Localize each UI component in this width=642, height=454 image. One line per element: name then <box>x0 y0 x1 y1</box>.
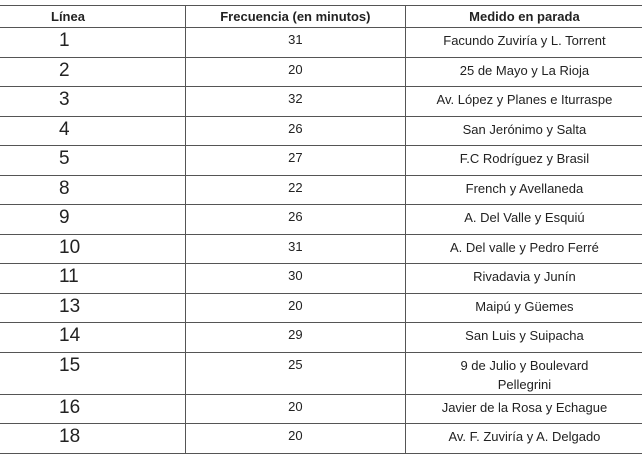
header-parada: Medido en parada <box>404 5 642 28</box>
stop-cell: A. Del valle y Pedro Ferré <box>404 233 642 264</box>
stop-cell: Facundo Zuviría y L. Torrent <box>404 27 642 58</box>
line-number-cell: 9 <box>0 204 186 235</box>
line-number-cell: 15 <box>0 351 186 395</box>
table-row: 4 26 San Jerónimo y Salta <box>0 115 642 146</box>
stop-cell: San Jerónimo y Salta <box>404 115 642 146</box>
line-number-cell: 4 <box>0 115 186 146</box>
line-number-cell: 5 <box>0 145 186 176</box>
table-row: 3 32 Av. López y Planes e Iturraspe <box>0 86 642 117</box>
line-number-cell: 1 <box>0 27 186 58</box>
frequency-cell: 20 <box>184 56 406 87</box>
header-linea: Línea <box>0 5 186 28</box>
line-number-cell: 2 <box>0 56 186 87</box>
header-frecuencia: Frecuencia (en minutos) <box>184 5 406 28</box>
table-row: 11 30 Rivadavia y Junín <box>0 263 642 294</box>
header-row: Línea Frecuencia (en minutos) Medido en … <box>0 5 642 28</box>
line-number-cell: 13 <box>0 292 186 323</box>
table-row: 13 20 Maipú y Güemes <box>0 292 642 323</box>
table-row: 5 27 F.C Rodríguez y Brasil <box>0 145 642 176</box>
frequency-cell: 29 <box>184 322 406 353</box>
table-row: 10 31 A. Del valle y Pedro Ferré <box>0 233 642 264</box>
line-number-cell: 3 <box>0 86 186 117</box>
frequency-cell: 27 <box>184 145 406 176</box>
table-row: 9 26 A. Del Valle y Esquiú <box>0 204 642 235</box>
stop-cell: Rivadavia y Junín <box>404 263 642 294</box>
table-row: 16 20 Javier de la Rosa y Echague <box>0 393 642 424</box>
line-number-cell: 11 <box>0 263 186 294</box>
table-row: 14 29 San Luis y Suipacha <box>0 322 642 353</box>
line-number-cell: 18 <box>0 423 186 454</box>
frequency-cell: 20 <box>184 393 406 424</box>
line-number-cell: 8 <box>0 174 186 205</box>
frequency-cell: 26 <box>184 115 406 146</box>
frequency-cell: 30 <box>184 263 406 294</box>
frequency-cell: 20 <box>184 292 406 323</box>
stop-cell: 25 de Mayo y La Rioja <box>404 56 642 87</box>
frequency-cell: 31 <box>184 27 406 58</box>
bus-frequency-table: Línea Frecuencia (en minutos) Medido en … <box>0 5 642 454</box>
table-row: 18 20 Av. F. Zuviría y A. Delgado <box>0 423 642 454</box>
frequency-cell: 31 <box>184 233 406 264</box>
table-row: 15 25 9 de Julio y Boulevard Pellegrini <box>0 351 642 395</box>
stop-cell: F.C Rodríguez y Brasil <box>404 145 642 176</box>
stop-cell: French y Avellaneda <box>404 174 642 205</box>
frequency-cell: 25 <box>184 351 406 395</box>
stop-cell: Javier de la Rosa y Echague <box>404 393 642 424</box>
table-row: 2 20 25 de Mayo y La Rioja <box>0 56 642 87</box>
table-row: 1 31 Facundo Zuviría y L. Torrent <box>0 27 642 58</box>
stop-cell: 9 de Julio y Boulevard Pellegrini <box>404 351 642 395</box>
stop-cell: Av. F. Zuviría y A. Delgado <box>404 423 642 454</box>
frequency-cell: 26 <box>184 204 406 235</box>
line-number-cell: 16 <box>0 393 186 424</box>
line-number-cell: 10 <box>0 233 186 264</box>
line-number-cell: 14 <box>0 322 186 353</box>
stop-cell: A. Del Valle y Esquiú <box>404 204 642 235</box>
stop-cell: Av. López y Planes e Iturraspe <box>404 86 642 117</box>
frequency-cell: 22 <box>184 174 406 205</box>
table-row: 8 22 French y Avellaneda <box>0 174 642 205</box>
stop-cell: San Luis y Suipacha <box>404 322 642 353</box>
frequency-cell: 32 <box>184 86 406 117</box>
stop-cell: Maipú y Güemes <box>404 292 642 323</box>
frequency-cell: 20 <box>184 423 406 454</box>
